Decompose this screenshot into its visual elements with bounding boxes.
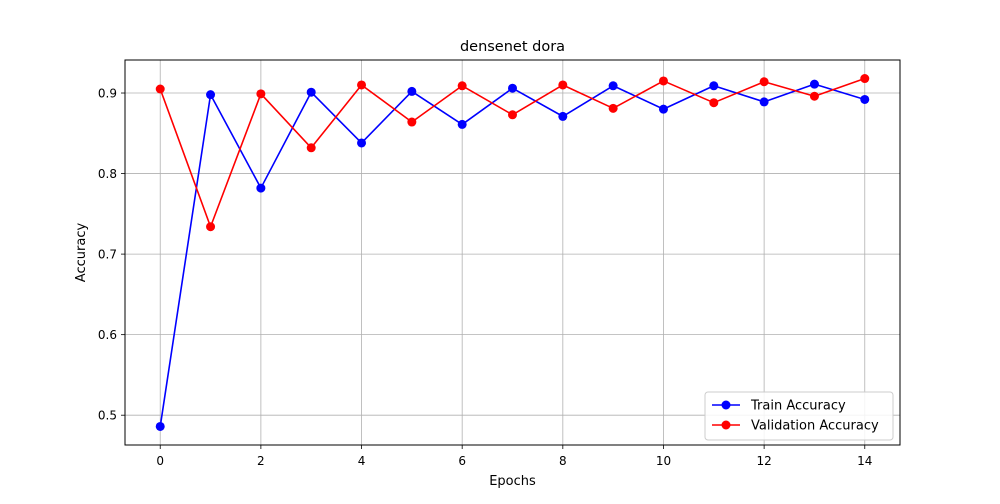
validation-accuracy-point [357,80,367,90]
legend-train-marker [721,400,731,410]
train-accuracy-point [256,183,266,193]
y-tick-label: 0.7 [98,248,117,262]
train-accuracy-point [558,111,568,121]
validation-accuracy-point [558,80,568,90]
x-tick-label: 12 [756,454,771,468]
validation-accuracy-point [860,74,870,84]
y-tick-label: 0.5 [98,409,117,423]
train-accuracy-point [759,97,769,107]
x-tick-label: 10 [656,454,671,468]
train-accuracy-point [206,90,216,100]
validation-accuracy-point [759,77,769,87]
y-tick-label: 0.9 [98,87,117,101]
plot-area [125,60,900,445]
train-accuracy-point [457,119,467,129]
x-tick-label: 4 [358,454,366,468]
x-tick-label: 0 [156,454,164,468]
y-tick-label: 0.8 [98,167,117,181]
x-axis-label: Epochs [489,474,536,489]
legend-validation-label: Validation Accuracy [751,419,879,434]
train-accuracy-point [608,81,618,91]
train-accuracy-point [658,104,668,114]
y-tick-label: 0.6 [98,328,117,342]
train-accuracy-point [508,83,517,93]
legend: Train Accuracy Validation Accuracy [704,391,894,441]
train-accuracy-point [809,79,819,89]
x-tick-label: 6 [458,454,466,468]
validation-accuracy-point [608,103,618,113]
validation-accuracy-point [256,89,266,99]
validation-accuracy-point [709,98,719,108]
train-accuracy-point [860,94,870,104]
legend-box [704,391,894,441]
y-axis-label: Accuracy [74,223,89,283]
train-accuracy-point [357,138,367,148]
train-accuracy-point [155,421,165,431]
train-accuracy-point [407,86,417,96]
validation-accuracy-point [407,117,417,127]
chart-title: densenet dora [460,39,565,55]
train-accuracy-point [709,81,719,91]
plot-frame [124,59,901,446]
validation-accuracy-point [206,222,216,232]
validation-accuracy-point [457,81,467,91]
legend-validation-marker [721,420,731,430]
validation-accuracy-point [658,76,668,86]
x-tick-label: 14 [857,454,872,468]
validation-accuracy-point [508,110,517,120]
x-tick-label: 8 [559,454,567,468]
grid-lines [125,60,900,445]
validation-accuracy-point [155,84,165,94]
validation-accuracy-point [809,91,819,101]
legend-train-label: Train Accuracy [750,399,846,414]
axis-ticks: 0 2 4 6 8 10 12 14 0.5 0.6 0.7 0.8 0.9 [98,87,873,468]
series-layer [155,74,870,431]
validation-accuracy-point [306,143,316,153]
x-tick-label: 2 [257,454,265,468]
train-accuracy-point [306,87,316,97]
